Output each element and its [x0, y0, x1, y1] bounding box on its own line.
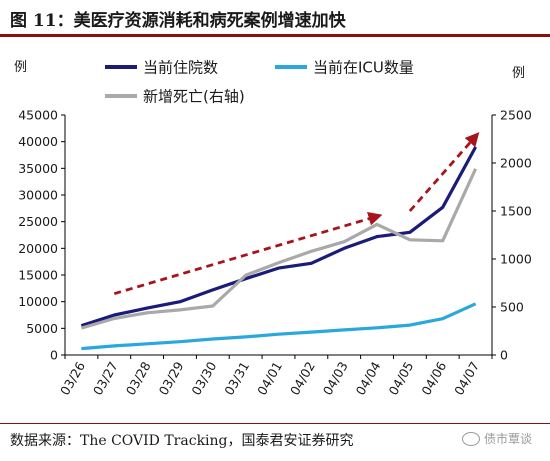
- left-tick-label: 10000: [18, 294, 58, 309]
- watermark: 债市覃谈: [462, 430, 532, 447]
- legend-label-2: 当前在ICU数量: [313, 59, 414, 77]
- right-tick-label: 2000: [500, 156, 532, 171]
- source-divider: [0, 423, 550, 424]
- x-tick-label: 04/03: [320, 359, 351, 398]
- x-tick-label: 03/27: [90, 359, 121, 398]
- legend-label-1: 当前住院数: [143, 59, 218, 77]
- legend-label-3: 新增死亡(右轴): [143, 88, 245, 106]
- left-tick-label: 0: [50, 348, 58, 363]
- x-tick-label: 03/31: [221, 359, 252, 398]
- source-note: 数据来源：The COVID Tracking，国泰君安证券研究: [10, 433, 354, 449]
- series-line-3: [80, 168, 478, 330]
- x-tick-label: 04/06: [418, 359, 449, 398]
- left-tick-label: 5000: [26, 321, 58, 336]
- left-tick-label: 45000: [18, 108, 58, 123]
- right-tick-label: 1500: [500, 204, 532, 219]
- page-title: 图 11：美医疗资源消耗和病死案例增速加快: [10, 11, 346, 31]
- right-tick-label: 500: [500, 300, 524, 315]
- left-tick-label: 40000: [18, 134, 58, 149]
- x-tick-label: 04/01: [254, 359, 285, 398]
- x-tick-label: 04/07: [451, 359, 482, 398]
- title-bar: 图 11：美医疗资源消耗和病死案例增速加快: [0, 0, 550, 37]
- wechat-icon: [462, 431, 480, 446]
- left-tick-label: 15000: [18, 268, 58, 283]
- left-tick-label: 35000: [18, 161, 58, 176]
- series-line-1: [80, 146, 478, 328]
- left-tick-label: 20000: [18, 241, 58, 256]
- x-tick-label: 04/04: [353, 359, 384, 398]
- right-axis-unit: 例: [512, 66, 526, 81]
- trend-arrow-1: [113, 211, 383, 296]
- right-tick-label: 2500: [500, 108, 532, 123]
- x-tick-label: 03/28: [123, 359, 154, 398]
- x-tick-label: 03/29: [156, 359, 187, 398]
- x-tick-label: 03/26: [57, 359, 88, 398]
- x-tick-label: 03/30: [188, 359, 219, 398]
- right-tick-label: 1000: [500, 252, 532, 267]
- left-tick-label: 25000: [18, 214, 58, 229]
- trend-arrow-2: [408, 132, 480, 212]
- chart: 0500010000150002000025000300003500040000…: [18, 59, 532, 398]
- watermark-label: 债市覃谈: [484, 432, 533, 446]
- series-line-2: [81, 302, 477, 351]
- x-tick-label: 04/02: [287, 359, 318, 398]
- left-tick-label: 30000: [18, 188, 58, 203]
- x-tick-label: 04/05: [385, 359, 416, 398]
- right-tick-label: 0: [500, 348, 508, 363]
- left-axis-unit: 例: [14, 60, 28, 75]
